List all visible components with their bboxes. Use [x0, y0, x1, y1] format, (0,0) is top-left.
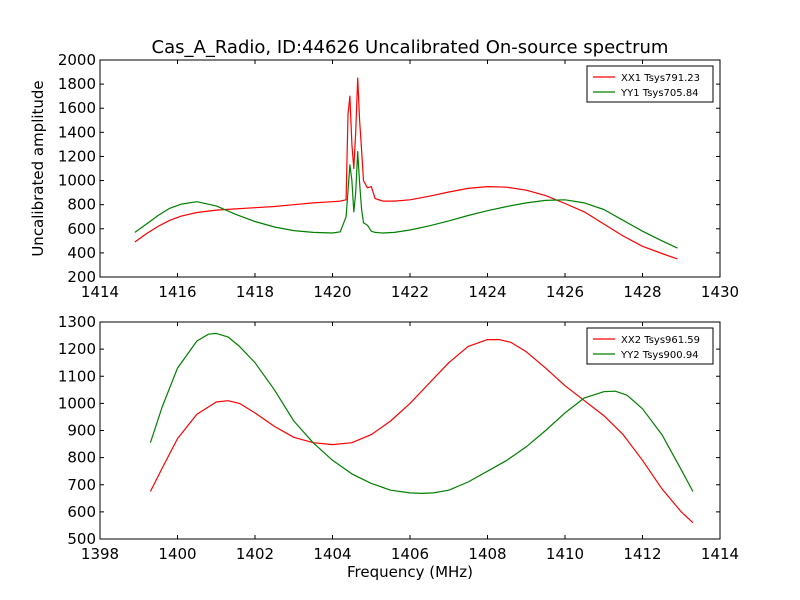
- top-y-tick-label: 600: [67, 220, 96, 238]
- bottom-spectrum-plot: 1398 1400 1402 1404 1406 1408 1410 1412 1414 500 6…: [58, 313, 739, 581]
- bottom-x-tick-label: 1404: [313, 545, 351, 563]
- bottom-x-tick-label: 1406: [391, 545, 429, 563]
- bottom-y-tick-label: 1000: [58, 394, 96, 412]
- top-x-tick-label: 1430: [701, 283, 739, 301]
- top-y-tick-label: 800: [67, 196, 96, 214]
- bottom-legend-box: [586, 327, 714, 365]
- bottom-series-group: [149, 332, 694, 524]
- top-y-tick-label: 1600: [58, 99, 96, 117]
- bottom-legend-label-1: XX2 Tsys961.59: [621, 335, 700, 346]
- top-x-tick-label: 1422: [391, 283, 429, 301]
- top-x-tick-label: 1424: [468, 283, 506, 301]
- bottom-x-tick-label: 1402: [236, 545, 274, 563]
- top-series-line-1: [134, 77, 678, 260]
- bottom-x-tick-label: 1414: [701, 545, 739, 563]
- top-x-tick-label: 1420: [313, 283, 351, 301]
- top-x-tick-label: 1426: [546, 283, 584, 301]
- bottom-y-tick-label: 900: [67, 422, 96, 440]
- bottom-x-axis-label: Frequency (MHz): [347, 563, 473, 581]
- bottom-x-tick-label: 1408: [468, 545, 506, 563]
- top-x-tick-label: 1414: [81, 283, 119, 301]
- top-x-tick-label: 1416: [158, 283, 196, 301]
- bottom-y-tick-label: 500: [67, 530, 96, 548]
- top-legend-label-2: YY1 Tsys705.84: [620, 88, 699, 99]
- bottom-x-tick-label: 1410: [546, 545, 584, 563]
- top-y-tick-label: 2000: [58, 51, 96, 69]
- bottom-y-tick-label: 800: [67, 449, 96, 467]
- top-legend-label-1: XX1 Tsys791.23: [621, 73, 700, 84]
- top-y-axis-label: Uncalibrated amplitude: [29, 80, 47, 256]
- top-y-tick-label: 200: [67, 268, 96, 286]
- top-x-tick-label: 1428: [623, 283, 661, 301]
- bottom-x-tick-label: 1412: [623, 545, 661, 563]
- top-y-tick-label: 1000: [58, 172, 96, 190]
- top-y-tick-label: 400: [67, 244, 96, 262]
- top-y-tick-label: 1200: [58, 147, 96, 165]
- bottom-y-tick-label: 1200: [58, 340, 96, 358]
- bottom-legend: XX2 Tsys961.59 YY2 Tsys900.94: [586, 327, 714, 365]
- bottom-x-tick-label: 1398: [81, 545, 119, 563]
- top-spectrum-plot: 1414 1416 1418 1420 1422 1424 1426 1428 1430 200 4…: [29, 51, 739, 301]
- bottom-y-tick-label: 1300: [58, 313, 96, 331]
- bottom-y-tick-label: 600: [67, 503, 96, 521]
- bottom-y-tick-label: 1100: [58, 367, 96, 385]
- top-series-group: [134, 77, 678, 260]
- top-legend: XX1 Tsys791.23 YY1 Tsys705.84: [586, 65, 714, 103]
- bottom-legend-label-2: YY2 Tsys900.94: [620, 350, 699, 361]
- top-x-tick-label: 1418: [236, 283, 274, 301]
- bottom-series-line-1: [149, 339, 694, 524]
- bottom-y-tick-label: 700: [67, 476, 96, 494]
- chart-title: Cas_A_Radio, ID:44626 Uncalibrated On-so…: [152, 37, 669, 58]
- top-legend-box: [586, 65, 714, 103]
- bottom-x-tick-label: 1400: [158, 545, 196, 563]
- bottom-series-line-2: [149, 332, 694, 494]
- top-y-tick-label: 1800: [58, 75, 96, 93]
- top-series-line-2: [134, 151, 678, 249]
- top-y-tick-label: 1400: [58, 123, 96, 141]
